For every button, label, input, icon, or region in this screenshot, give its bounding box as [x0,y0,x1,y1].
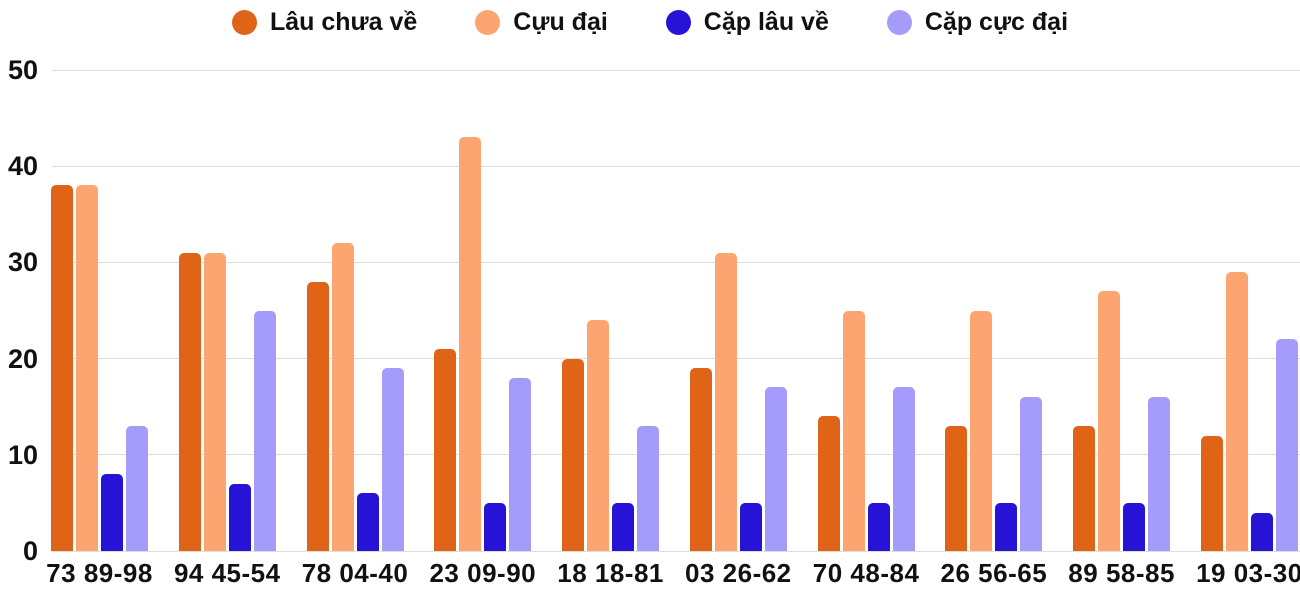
bar-series0-cat1 [178,252,201,551]
bar-series0-cat2 [306,281,329,551]
x-axis-label: 94 45-54 [173,558,281,588]
bar-series1-cat1 [203,252,226,551]
bar-series1-cat7 [970,310,993,551]
bar-series0-cat4 [562,358,585,551]
bar-group-2: 78 04-40 [302,70,408,588]
bar-group-7: 26 56-65 [941,70,1047,588]
bar-series3-cat1 [253,310,276,551]
x-axis-label: 73 89-98 [46,558,153,588]
bar-series3-cat7 [1020,397,1043,551]
legend-dot-icon [231,9,257,35]
x-axis-label: 89 58-85 [1068,558,1175,588]
gridline-0 [52,550,1300,552]
legend-dot-icon [475,9,501,35]
bar-series1-cat9 [1225,272,1248,551]
bar-series1-cat6 [842,310,865,551]
legend-label: Cặp lâu về [703,7,829,36]
legend-dot-icon [886,9,912,35]
bar-group-8: 89 58-85 [1068,70,1174,588]
bar-series2-cat9 [1250,512,1273,551]
x-axis-label: 18 18-81 [557,558,664,588]
gridline-20 [52,358,1300,360]
x-axis-label: 78 04-40 [301,558,409,588]
bar-series0-cat6 [817,416,840,551]
legend-item-1: Cựu đại [475,8,608,37]
bar-series1-cat4 [587,320,610,551]
bar-group-4: 18 18-81 [557,70,663,588]
legend-item-2: Cặp lâu về [665,7,829,37]
bar-series0-cat7 [945,425,968,551]
y-tick-label: 10 [7,439,38,470]
gridline-50 [52,69,1300,71]
bar-series3-cat8 [1148,397,1171,551]
gridline-30 [52,261,1300,263]
bar-groups: 73 89-98 94 45-54 78 04-40 23 09-90 18 18-81… [46,70,1300,588]
bar-group-5: 03 26-62 [685,70,791,588]
y-tick-label: 20 [7,343,38,374]
bar-series0-cat8 [1073,425,1096,551]
bar-group-6: 70 48-84 [813,70,919,588]
bar-series0-cat0 [51,185,73,551]
bar-series2-cat2 [356,493,379,551]
bar-series2-cat7 [995,502,1018,551]
x-axis-label: 03 26-62 [685,558,792,588]
x-axis-label: 70 48-84 [812,558,920,588]
bar-series2-cat6 [867,502,890,551]
bar-group-3: 23 09-90 [429,70,536,588]
gridline-40 [52,165,1300,167]
x-axis-label: 23 09-90 [429,558,537,588]
y-tick-label: 0 [22,536,38,566]
bar-series1-cat3 [459,137,482,551]
bar-group-9: 19 03-30 [1196,70,1300,588]
bar-series2-cat0 [101,474,123,551]
bar-series1-cat0 [76,185,98,551]
bar-group-1: 94 45-54 [174,70,280,588]
bar-series3-cat0 [126,425,148,551]
bar-series3-cat2 [381,368,404,551]
legend-item-3: Cặp cực đại [886,7,1069,37]
legend: Lâu chưa về Cựu đại Cặp lâu về Cặp cực đại [0,0,1300,44]
bar-series2-cat3 [484,502,507,551]
x-axis-label: 26 56-65 [940,558,1048,588]
bar-series0-cat9 [1200,435,1223,551]
bar-series2-cat5 [739,502,762,551]
legend-label: Cựu đại [513,7,608,36]
bar-series2-cat8 [1123,502,1146,551]
bar-series0-cat3 [434,348,457,551]
bar-series3-cat9 [1275,339,1298,551]
bar-group-0: 73 89-98 [46,70,152,588]
bar-series3-cat4 [637,425,660,551]
bar-series0-cat5 [689,368,712,551]
legend-label: Lâu chưa về [269,7,418,36]
bar-series1-cat5 [714,252,737,551]
legend-label: Cặp cực đại [924,7,1069,36]
legend-item-0: Lâu chưa về [231,7,418,37]
x-axis-label: 19 03-30 [1196,558,1300,588]
bar-series1-cat8 [1098,291,1121,551]
legend-dot-icon [665,9,691,35]
gridline-10 [52,454,1300,456]
bar-series2-cat1 [228,483,251,551]
y-tick-label: 50 [7,55,38,85]
bar-series1-cat2 [331,243,354,551]
y-tick-label: 30 [7,247,38,278]
bar-series3-cat5 [764,387,787,551]
bar-series3-cat3 [509,377,532,551]
bar-series3-cat6 [892,387,915,551]
y-tick-label: 40 [7,151,38,182]
bar-series2-cat4 [612,502,635,551]
